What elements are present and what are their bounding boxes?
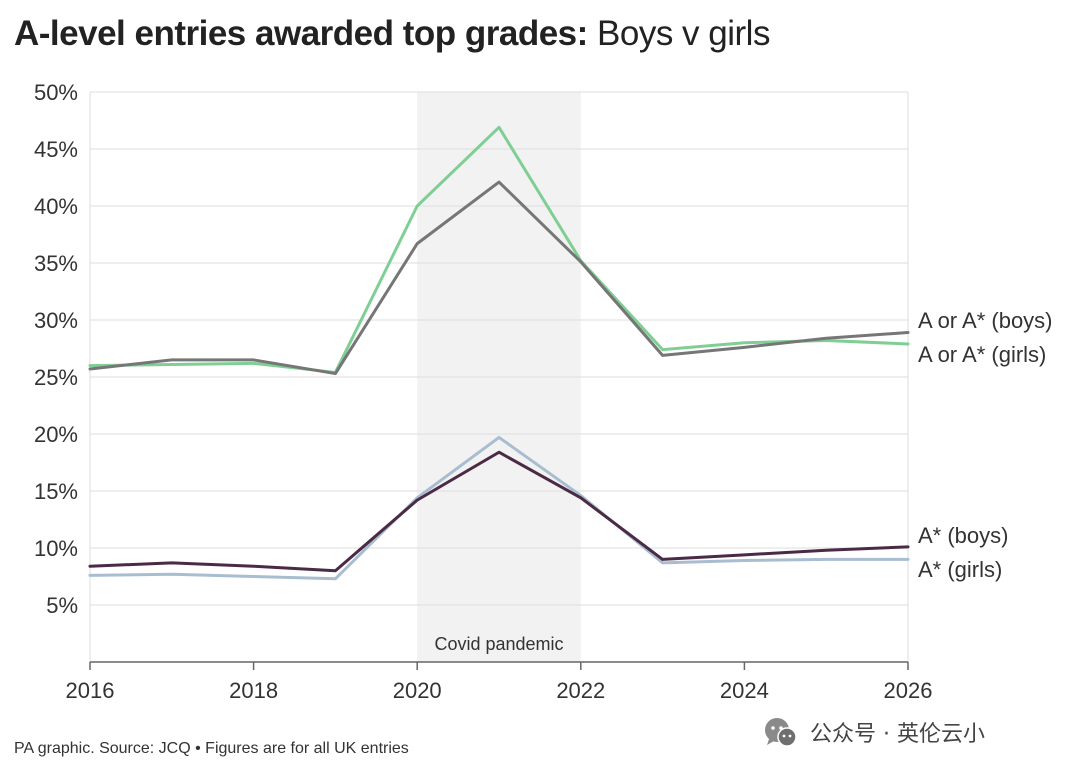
watermark-text: 公众号 · 英伦云小 bbox=[810, 722, 985, 747]
x-tick-label: 2022 bbox=[556, 678, 605, 703]
watermark: 公众号 · 英伦云小 bbox=[760, 712, 985, 752]
y-tick-label: 25% bbox=[34, 365, 78, 390]
y-tick-label: 35% bbox=[34, 251, 78, 276]
series-line bbox=[88, 180, 910, 376]
covid-band-label: Covid pandemic bbox=[434, 634, 563, 654]
chart-title-separator: : bbox=[576, 14, 589, 53]
series-line bbox=[88, 125, 910, 374]
y-tick-label: 15% bbox=[34, 479, 78, 504]
wechat-icon bbox=[765, 718, 797, 747]
chart-title-main: A-level entries awarded top grades bbox=[14, 14, 577, 53]
series-label: A* (girls) bbox=[918, 557, 1002, 582]
x-tick-label: 2018 bbox=[229, 678, 278, 703]
y-tick-label: 20% bbox=[34, 422, 78, 447]
y-tick-label: 50% bbox=[34, 80, 78, 105]
y-tick-label: 5% bbox=[46, 593, 78, 618]
y-tick-label: 40% bbox=[34, 194, 78, 219]
chart-title: A-level entries awarded top grades: Boys… bbox=[14, 14, 770, 54]
y-tick-label: 30% bbox=[34, 308, 78, 333]
series-line bbox=[88, 435, 910, 581]
x-tick-label: 2024 bbox=[720, 678, 769, 703]
series-label: A* (boys) bbox=[918, 523, 1008, 548]
source-footnote: PA graphic. Source: JCQ • Figures are fo… bbox=[14, 740, 409, 757]
x-tick-label: 2020 bbox=[393, 678, 442, 703]
x-tick-label: 2016 bbox=[66, 678, 115, 703]
series-label: A or A* (boys) bbox=[918, 308, 1053, 333]
x-tick-label: 2026 bbox=[884, 678, 933, 703]
y-tick-label: 45% bbox=[34, 137, 78, 162]
series-line bbox=[88, 450, 910, 573]
series-label: A or A* (girls) bbox=[918, 342, 1046, 367]
chart-subtitle: Boys v girls bbox=[587, 14, 770, 53]
y-tick-label: 10% bbox=[34, 536, 78, 561]
